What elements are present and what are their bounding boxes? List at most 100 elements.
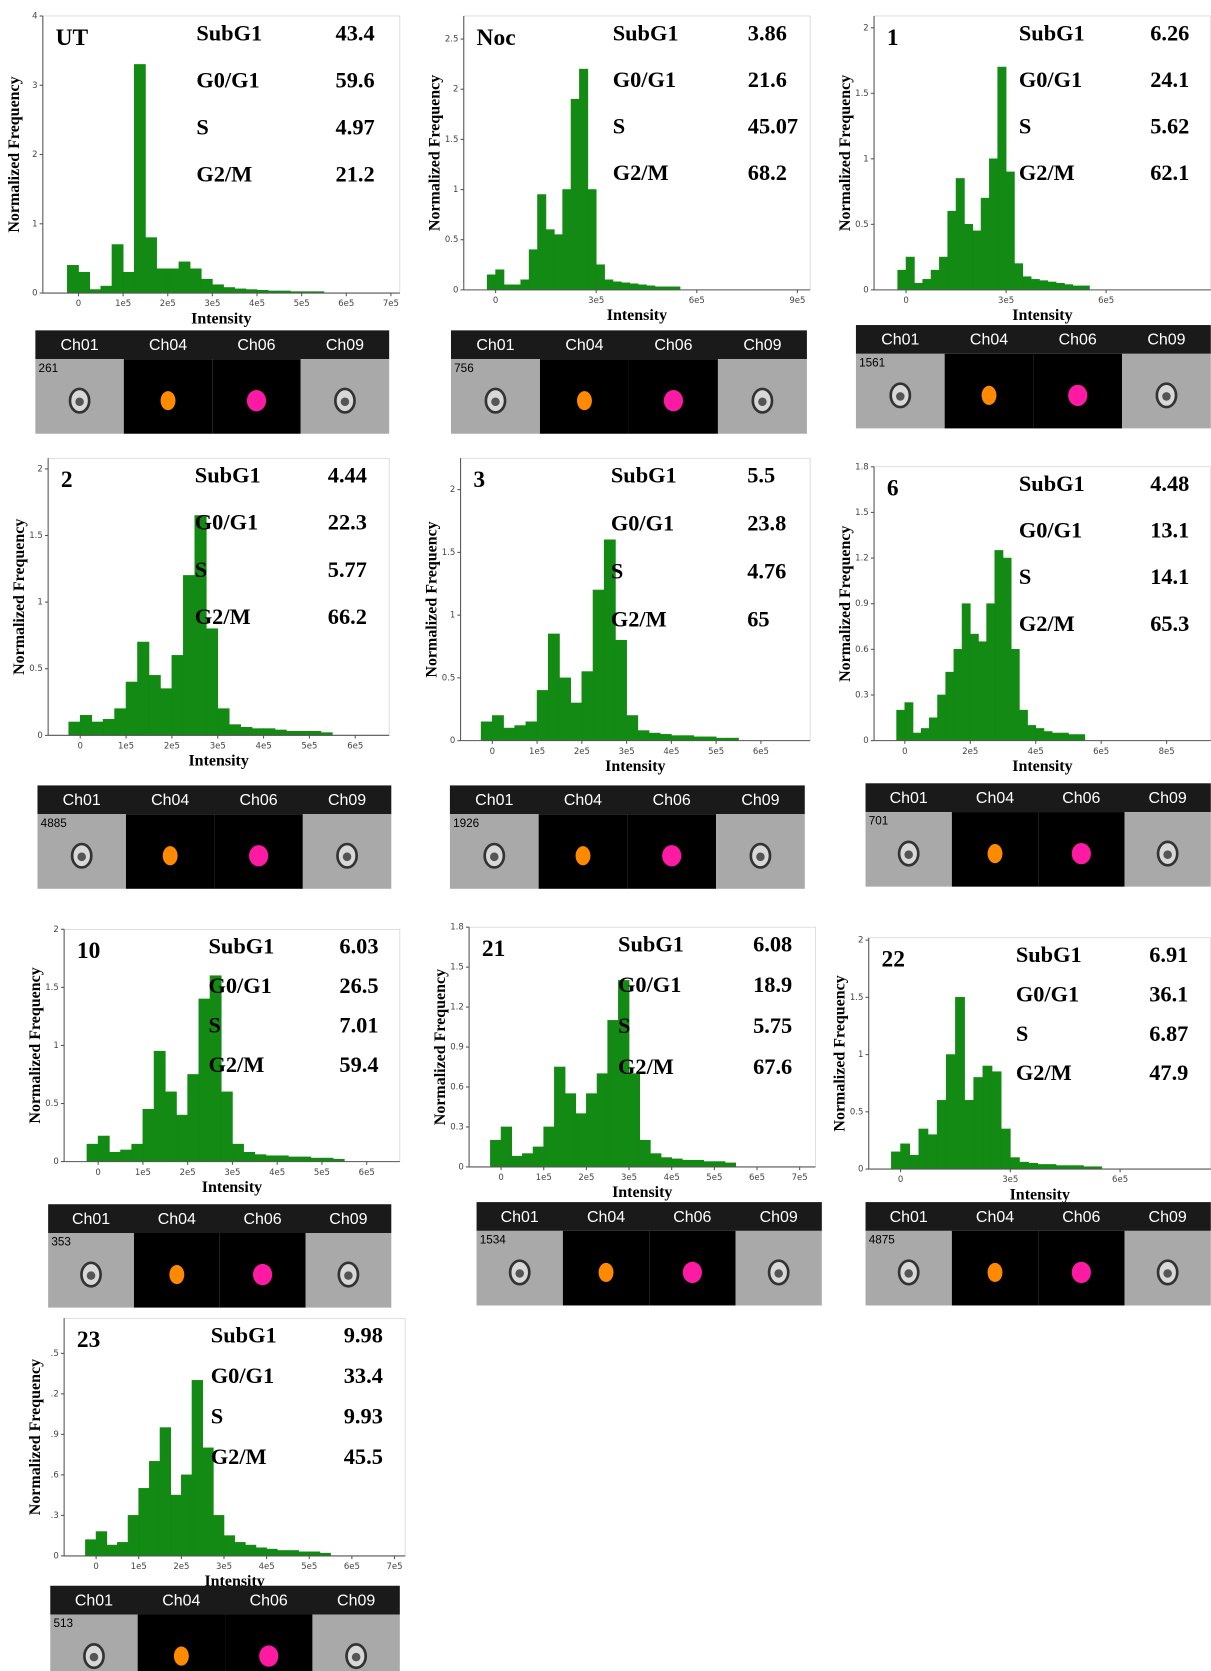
x-tick-label: 1e5	[115, 299, 131, 309]
x-tick-label: 6e5	[347, 741, 363, 751]
x-axis-label: Intensity	[605, 758, 665, 775]
stat-value: 5.62	[1150, 113, 1189, 138]
channel-label: Ch04	[564, 792, 602, 809]
channel-label: Ch04	[976, 1209, 1014, 1226]
histogram-bar	[891, 1151, 901, 1170]
cell-nucleus	[774, 1269, 783, 1278]
x-tick-label: 4e5	[663, 747, 679, 757]
panel: 0 0.5 1 1.5 2 0 1e5 2e5 3e5 4e5 5e5 6e5 Intensity Nor…	[11, 457, 392, 889]
channel-label: Ch06	[250, 1592, 288, 1609]
x-tick-label: 2e5	[164, 741, 180, 751]
channel-label: Ch09	[1149, 1209, 1187, 1226]
x-tick-label: 3e5	[224, 1168, 240, 1178]
histogram-bar	[953, 649, 963, 741]
histogram-bar	[492, 715, 504, 741]
stat-value: 45.07	[748, 113, 798, 138]
histogram-bar	[133, 64, 146, 294]
y-tick-label: 1.5	[45, 983, 59, 993]
channel-label: Ch01	[72, 1211, 110, 1228]
histogram-bar	[693, 736, 706, 741]
cell-fluorescence	[249, 845, 269, 867]
x-axis-label: Intensity	[191, 310, 251, 327]
strip-header	[37, 785, 392, 815]
histogram-bar	[68, 721, 81, 736]
histogram-bar	[511, 1155, 523, 1168]
histogram-bar	[936, 1100, 947, 1170]
y-axis-label: Normalized Frequency	[6, 76, 23, 232]
strip-header	[855, 325, 1211, 354]
channel-label: Ch06	[237, 337, 275, 354]
histogram-bar	[1047, 281, 1057, 291]
histogram-bar	[187, 1074, 200, 1162]
histogram-bar	[274, 729, 287, 736]
stat-label: SubG1	[1016, 942, 1082, 967]
x-tick-label: 5e5	[314, 1168, 330, 1178]
cell-nucleus	[758, 397, 767, 407]
histogram-bar	[125, 681, 138, 736]
histogram-bar	[181, 1474, 193, 1557]
histogram-bar	[495, 269, 505, 291]
x-tick-label: 0	[490, 747, 495, 757]
histogram-bar	[490, 1139, 502, 1168]
cell-fluorescence	[987, 844, 1003, 864]
stat-label: G2/M	[613, 160, 669, 185]
y-tick-label: .2	[51, 1389, 59, 1399]
channel-label: Ch04	[162, 1592, 200, 1609]
strip-header	[476, 1202, 822, 1231]
stat-label: S	[1019, 113, 1031, 138]
histogram-bar	[220, 1091, 233, 1162]
y-tick-label: 1.2	[855, 554, 869, 564]
channel-label: Ch01	[881, 332, 919, 349]
stat-label: G2/M	[1019, 160, 1075, 185]
stat-label: G0/G1	[613, 67, 676, 92]
stat-value: 66.2	[328, 604, 367, 629]
histogram-bar	[223, 1535, 235, 1557]
histogram-bar	[553, 234, 563, 291]
histogram-bar	[276, 1550, 289, 1557]
y-tick-label: 0	[458, 1162, 463, 1172]
histogram-bar	[213, 1515, 225, 1557]
channel-label: Ch01	[476, 337, 514, 354]
stat-label: SubG1	[196, 20, 262, 45]
histogram-bar	[920, 728, 930, 741]
y-tick-label: 0.6	[450, 1083, 464, 1093]
histogram-bar	[255, 1547, 267, 1557]
channel-label: Ch01	[60, 337, 98, 354]
histogram-bar	[153, 1050, 166, 1162]
stat-label: G0/G1	[195, 510, 258, 535]
histogram-bar	[189, 268, 202, 294]
histogram-bar	[927, 1134, 938, 1170]
stat-label: G0/G1	[618, 972, 681, 997]
x-tick-label: 4e5	[269, 1168, 285, 1178]
channel-label: Ch06	[1059, 332, 1097, 349]
stat-value: 4.76	[747, 559, 786, 584]
histogram-bar	[621, 282, 631, 291]
histogram-bar	[525, 721, 538, 741]
panel: 0.3.6.9.2.50 1e5 2e5 3e5 4e5 5e5 6e5 7e5Intensi…	[27, 1317, 406, 1671]
object-id: 1561	[859, 356, 885, 369]
histogram-bar	[682, 735, 695, 741]
stat-value: 59.6	[336, 67, 375, 92]
histogram-bar	[904, 702, 914, 741]
stat-value: 7.01	[339, 1013, 378, 1038]
stat-value: 59.4	[339, 1052, 378, 1077]
histogram-bar	[554, 1066, 566, 1168]
y-tick-label: 0.5	[29, 664, 43, 674]
channel-label: Ch09	[1149, 790, 1187, 807]
histogram-bar	[234, 1542, 246, 1557]
histogram-bar	[1009, 1157, 1020, 1170]
cell-fluorescence	[1068, 384, 1088, 407]
histogram-bar	[102, 719, 115, 736]
histogram-bar	[298, 1551, 310, 1557]
object-id: 1534	[480, 1234, 507, 1247]
histogram-bar	[167, 268, 180, 294]
histogram-bar	[637, 730, 650, 741]
histogram-bar	[1072, 285, 1082, 291]
stat-label: SubG1	[613, 20, 679, 45]
histogram-bar	[945, 671, 955, 741]
histogram-bar	[79, 715, 93, 736]
panel-title: Noc	[477, 25, 516, 51]
histogram-bar	[964, 1100, 975, 1170]
cell-nucleus	[86, 1271, 96, 1280]
stat-label: S	[196, 115, 208, 140]
